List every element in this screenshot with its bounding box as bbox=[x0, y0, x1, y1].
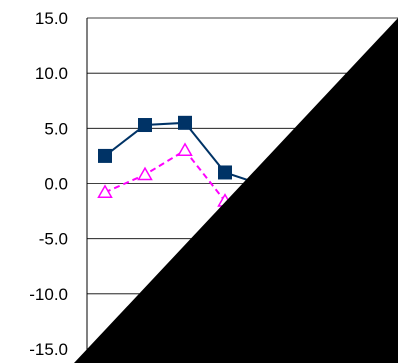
y-tick-label: -5.0 bbox=[39, 230, 68, 249]
y-tick-label: -10.0 bbox=[29, 285, 68, 304]
series-1-point bbox=[218, 165, 232, 180]
y-tick-labels: 15.0 10.0 5.0 0.0 -5.0 -10.0 -15.0 bbox=[29, 9, 68, 359]
series-2-point bbox=[97, 184, 113, 198]
series-1-point bbox=[138, 118, 152, 133]
series-1-point bbox=[178, 115, 192, 130]
series-2-point bbox=[137, 166, 153, 181]
y-tick-label: 10.0 bbox=[35, 64, 68, 83]
y-tick-label: 0.0 bbox=[44, 175, 68, 194]
series-2-point bbox=[177, 142, 193, 157]
series-2 bbox=[97, 142, 233, 207]
black-triangle-occluder bbox=[74, 18, 398, 363]
series-1-point bbox=[98, 148, 112, 163]
y-tick-label: -15.0 bbox=[29, 340, 68, 359]
y-tick-label: 15.0 bbox=[35, 9, 68, 28]
series-2-line bbox=[104, 149, 226, 202]
y-tick-label: 5.0 bbox=[44, 119, 68, 138]
